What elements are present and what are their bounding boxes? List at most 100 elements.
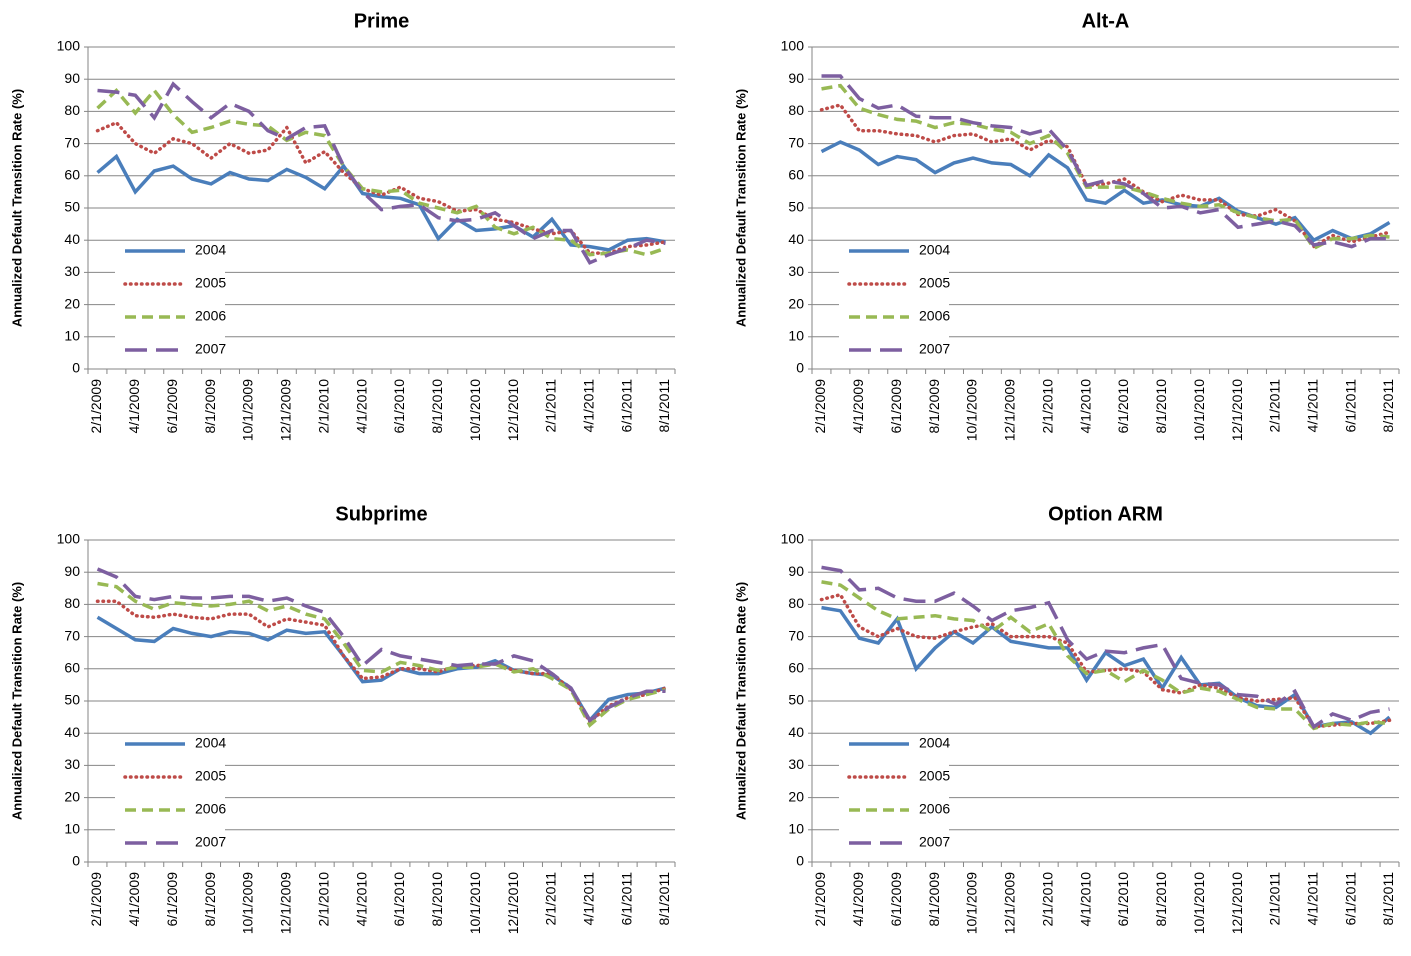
- x-tick-label: 4/1/2009: [126, 872, 142, 927]
- line-series: [819, 103, 1392, 249]
- x-tick-label: 8/1/2011: [656, 379, 672, 433]
- legend-label: 2007: [195, 341, 226, 357]
- x-tick-label: 4/1/2010: [353, 872, 369, 927]
- y-tick-label: 100: [57, 531, 81, 547]
- legend-label: 2004: [195, 735, 226, 751]
- x-tick-label: 12/1/2009: [278, 379, 294, 441]
- x-tick-label: 10/1/2009: [964, 379, 980, 441]
- line-series: [96, 87, 667, 257]
- x-tick-label: 6/1/2009: [888, 379, 904, 434]
- y-tick-label: 40: [788, 231, 804, 247]
- x-tick-label: 2/1/2009: [88, 379, 104, 434]
- x-tick-label: 6/1/2011: [1342, 872, 1358, 926]
- y-tick-label: 80: [788, 595, 804, 611]
- y-tick-label: 60: [64, 167, 80, 183]
- x-tick-label: 10/1/2010: [467, 872, 483, 934]
- y-tick-label: 90: [788, 70, 804, 86]
- y-tick-label: 30: [788, 756, 804, 772]
- line-series: [96, 567, 666, 723]
- legend-box: [115, 241, 225, 363]
- legend-label: 2006: [195, 801, 226, 817]
- y-tick-label: 30: [788, 263, 804, 279]
- y-tick-label: 50: [64, 692, 80, 708]
- x-tick-label: 8/1/2010: [429, 872, 445, 927]
- x-tick-label: 10/1/2010: [1191, 379, 1207, 441]
- y-tick-label: 80: [64, 595, 80, 611]
- x-tick-label: 8/1/2011: [1380, 872, 1396, 926]
- y-tick-label: 50: [788, 199, 804, 215]
- legend-label: 2005: [195, 768, 226, 784]
- x-tick-label: 12/1/2009: [278, 872, 294, 934]
- y-axis-title: Annualized Default Transition Rate (%): [733, 89, 748, 327]
- x-tick-label: 8/1/2010: [1153, 872, 1169, 927]
- y-tick-label: 0: [796, 853, 804, 869]
- legend-label: 2005: [919, 275, 950, 291]
- line-series: [97, 581, 666, 728]
- line-series: [821, 565, 1390, 730]
- x-tick-label: 2/1/2011: [1267, 872, 1283, 926]
- line-series: [821, 580, 1390, 731]
- x-tick-label: 8/1/2009: [202, 872, 218, 927]
- y-tick-label: 30: [64, 263, 80, 279]
- x-tick-label: 6/1/2011: [618, 379, 634, 433]
- y-tick-label: 20: [788, 788, 804, 804]
- chart: Subprime Annualized Default Transition Ra…: [9, 503, 676, 934]
- x-tick-label: 6/1/2010: [1115, 379, 1131, 434]
- y-tick-label: 30: [64, 756, 80, 772]
- y-axis-title: Annualized Default Transition Rate (%): [9, 89, 24, 327]
- y-tick-label: 20: [64, 295, 80, 311]
- legend-label: 2005: [195, 275, 226, 291]
- y-tick-label: 70: [788, 627, 804, 643]
- legend-label: 2007: [919, 834, 950, 850]
- chart-title: Option ARM: [1048, 503, 1163, 525]
- line-series: [95, 120, 668, 255]
- x-tick-label: 10/1/2009: [240, 872, 256, 934]
- y-tick-label: 70: [64, 134, 80, 150]
- x-tick-label: 2/1/2009: [88, 872, 104, 927]
- x-tick-label: 10/1/2010: [1191, 872, 1207, 934]
- x-tick-label: 2/1/2011: [1267, 379, 1283, 433]
- x-tick-label: 8/1/2010: [1153, 379, 1169, 434]
- y-tick-label: 60: [788, 167, 804, 183]
- chart-title: Prime: [354, 10, 410, 32]
- x-tick-label: 4/1/2010: [353, 379, 369, 434]
- legend-box: [839, 241, 949, 363]
- x-tick-label: 12/1/2010: [505, 379, 521, 441]
- x-tick-label: 2/1/2011: [543, 872, 559, 926]
- legend-label: 2004: [919, 242, 950, 258]
- y-tick-label: 20: [64, 788, 80, 804]
- y-tick-label: 60: [788, 660, 804, 676]
- x-tick-label: 8/1/2009: [926, 379, 942, 434]
- y-tick-label: 40: [64, 231, 80, 247]
- x-tick-label: 4/1/2011: [1304, 379, 1320, 433]
- chart-title: Alt-A: [1082, 10, 1130, 32]
- line-series: [95, 599, 668, 725]
- y-tick-label: 70: [788, 134, 804, 150]
- legend-label: 2004: [919, 735, 950, 751]
- x-tick-label: 2/1/2010: [1039, 379, 1055, 434]
- y-tick-label: 10: [788, 328, 804, 344]
- line-series: [96, 153, 666, 252]
- x-tick-label: 10/1/2010: [467, 379, 483, 441]
- x-tick-label: 6/1/2010: [391, 379, 407, 434]
- x-tick-label: 10/1/2009: [964, 872, 980, 934]
- line-series: [819, 592, 1392, 729]
- y-tick-label: 0: [72, 853, 80, 869]
- y-tick-label: 10: [64, 328, 80, 344]
- legend-label: 2006: [919, 801, 950, 817]
- x-tick-label: 2/1/2011: [543, 379, 559, 433]
- y-tick-label: 80: [64, 102, 80, 118]
- x-tick-label: 6/1/2009: [164, 379, 180, 434]
- legend-label: 2005: [919, 768, 950, 784]
- x-tick-label: 2/1/2009: [812, 872, 828, 927]
- x-tick-label: 12/1/2009: [1002, 379, 1018, 441]
- chart-title: Subprime: [335, 503, 427, 525]
- x-tick-label: 4/1/2009: [850, 379, 866, 434]
- y-tick-label: 90: [64, 70, 80, 86]
- y-tick-label: 90: [788, 563, 804, 579]
- y-tick-label: 0: [796, 360, 804, 376]
- legend-label: 2004: [195, 242, 226, 258]
- line-series: [820, 140, 1391, 243]
- y-tick-label: 100: [781, 531, 805, 547]
